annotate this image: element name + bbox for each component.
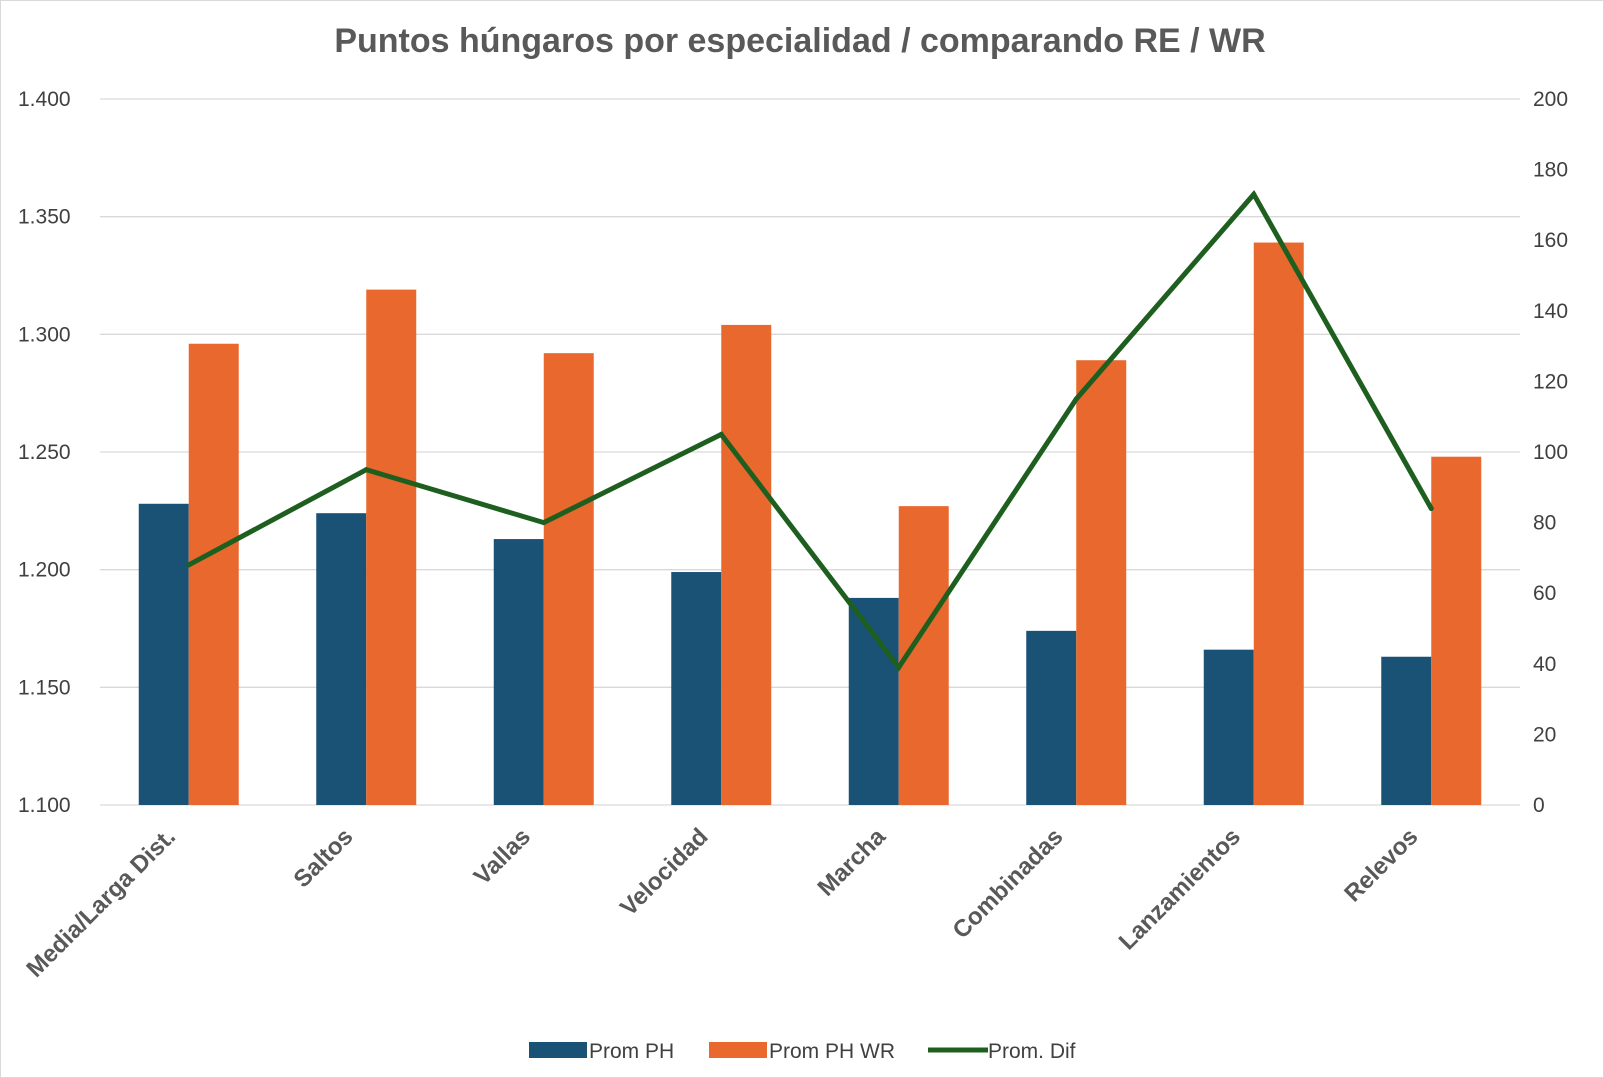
bar-prom-ph-7 — [1203, 649, 1254, 805]
chart-title: Puntos húngaros por especialidad / compa… — [334, 22, 1265, 60]
right-y-axis: 0 20 40 60 80 100 120 140 160 180 200 — [1533, 88, 1568, 817]
legend-item-prom-dif: Prom. Dif — [928, 1040, 1076, 1063]
category-label: Relevos — [1339, 823, 1423, 907]
bar-prom-ph-5 — [848, 597, 899, 805]
legend-swatch — [709, 1042, 767, 1058]
bar-prom-ph-wr-2 — [366, 289, 417, 805]
right-tick-label: 60 — [1533, 582, 1556, 605]
left-tick-label: 1.150 — [18, 676, 71, 699]
right-tick-label: 200 — [1533, 88, 1568, 111]
legend-label: Prom PH WR — [769, 1040, 895, 1063]
bar-prom-ph-8 — [1381, 656, 1432, 805]
bar-prom-ph-wr-6 — [1076, 360, 1127, 805]
line-point-6 — [1073, 396, 1079, 402]
category-labels: Media/Larga Dist. Saltos Vallas Velocidad Ma… — [21, 823, 1423, 983]
right-tick-label: 80 — [1533, 512, 1556, 535]
line-point-7 — [1251, 191, 1257, 197]
bar-prom-ph-wr-3 — [543, 353, 594, 805]
legend-label: Prom PH — [589, 1040, 674, 1063]
left-tick-label: 1.350 — [18, 206, 71, 229]
category-label: Saltos — [288, 823, 358, 893]
line-prom-dif — [186, 189, 1434, 672]
legend-label: Prom. Dif — [988, 1040, 1076, 1063]
right-tick-label: 160 — [1533, 229, 1568, 252]
left-tick-label: 1.250 — [18, 441, 71, 464]
right-tick-label: 120 — [1533, 370, 1568, 393]
bar-prom-ph-4 — [671, 572, 722, 805]
legend-swatch — [529, 1042, 587, 1058]
left-tick-label: 1.100 — [18, 794, 71, 817]
bar-prom-ph-wr-7 — [1253, 242, 1304, 805]
legend: Prom PH Prom PH WR Prom. Dif — [529, 1040, 1076, 1063]
legend-item-prom-ph-wr: Prom PH WR — [709, 1040, 895, 1063]
bar-prom-ph-1 — [138, 503, 189, 805]
category-label: Velocidad — [615, 823, 713, 921]
category-label: Vallas — [469, 823, 536, 890]
bars — [138, 242, 1482, 805]
right-tick-label: 140 — [1533, 300, 1568, 323]
bar-prom-ph-wr-1 — [188, 343, 239, 805]
bar-prom-ph-wr-4 — [721, 324, 772, 805]
right-tick-label: 0 — [1533, 794, 1545, 817]
category-label: Media/Larga Dist. — [21, 823, 181, 983]
category-label: Marcha — [812, 823, 891, 902]
left-tick-label: 1.200 — [18, 559, 71, 582]
category-label: Lanzamientos — [1114, 823, 1246, 955]
bar-prom-ph-wr-8 — [1431, 456, 1482, 805]
line-point-4 — [718, 431, 724, 437]
bar-prom-ph-3 — [493, 539, 544, 805]
line-point-5 — [896, 664, 902, 670]
line-point-3 — [541, 520, 547, 526]
category-label: Combinadas — [948, 823, 1069, 944]
diff-line — [186, 189, 1434, 672]
left-tick-label: 1.400 — [18, 88, 71, 111]
left-y-axis: 1.100 1.150 1.200 1.250 1.300 1.350 1.400 — [18, 88, 71, 817]
left-tick-label: 1.300 — [18, 323, 71, 346]
line-point-8 — [1428, 505, 1434, 511]
line-point-1 — [186, 562, 192, 568]
right-tick-label: 20 — [1533, 723, 1556, 746]
right-tick-label: 180 — [1533, 159, 1568, 182]
bar-prom-ph-2 — [316, 513, 367, 805]
legend-item-prom-ph: Prom PH — [529, 1040, 674, 1063]
right-tick-label: 40 — [1533, 653, 1556, 676]
gridlines — [100, 98, 1520, 806]
right-tick-label: 100 — [1533, 441, 1568, 464]
bar-prom-ph-6 — [1026, 630, 1077, 805]
line-point-2 — [363, 467, 369, 473]
